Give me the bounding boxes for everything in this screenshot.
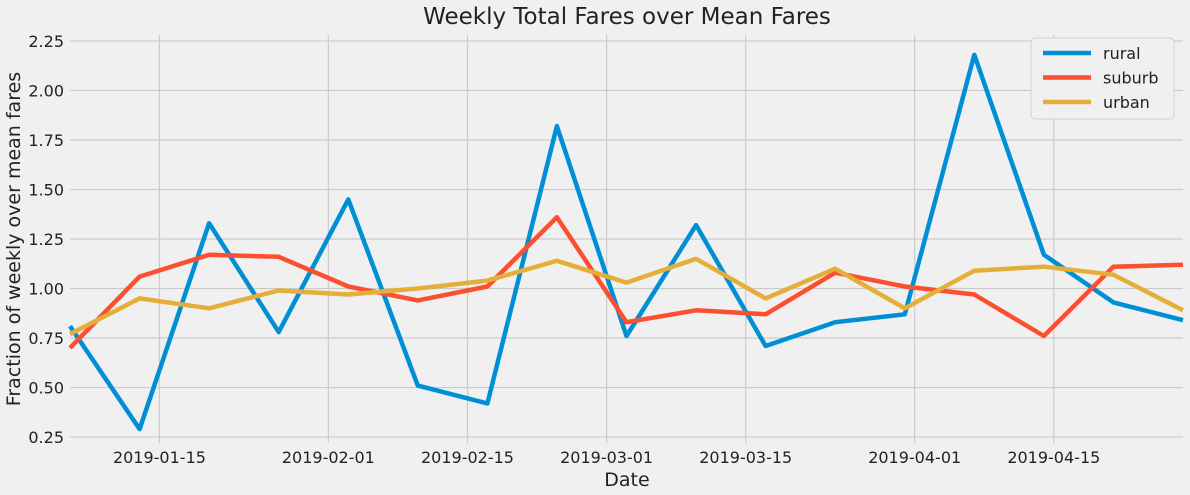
y-tick-label: 0.75 — [28, 329, 64, 348]
legend: rural suburb urban — [1030, 37, 1175, 120]
chart-title: Weekly Total Fares over Mean Fares — [423, 4, 831, 30]
x-tick-label: 2019-01-15 — [113, 448, 206, 467]
legend-box — [1030, 37, 1175, 120]
y-tick-label: 1.00 — [28, 280, 64, 299]
x-axis-label: Date — [604, 469, 649, 491]
y-tick-label: 0.25 — [28, 428, 64, 447]
plot-area — [68, 52, 1185, 432]
y-tick-label: 1.50 — [28, 180, 64, 199]
x-tick-label: 2019-03-01 — [560, 448, 653, 467]
y-axis: 0.25 0.50 0.75 1.00 1.25 1.50 1.75 2.00 2.25 — [28, 32, 64, 447]
legend-label-urban: urban — [1103, 93, 1150, 112]
x-tick-label: 2019-02-01 — [282, 448, 375, 467]
series-line-suburb — [68, 214, 1184, 350]
y-tick-label: 1.75 — [28, 131, 64, 150]
x-tick-label: 2019-02-15 — [421, 448, 514, 467]
legend-label-suburb: suburb — [1103, 69, 1159, 88]
x-tick-label: 2019-04-01 — [868, 448, 961, 467]
grid — [70, 35, 1183, 443]
x-axis: 2019-01-15 2019-02-01 2019-02-15 2019-03-01… — [113, 448, 1100, 467]
x-tick-label: 2019-04-15 — [1007, 448, 1100, 467]
y-tick-label: 2.00 — [28, 81, 64, 100]
y-tick-label: 2.25 — [28, 32, 64, 51]
series-line-rural — [68, 52, 1184, 432]
x-tick-label: 2019-03-15 — [699, 448, 792, 467]
y-tick-label: 0.50 — [28, 379, 64, 398]
series-line-urban — [68, 256, 1185, 337]
y-axis-label: Fraction of weekly over mean fares — [3, 72, 25, 406]
legend-label-rural: rural — [1103, 44, 1141, 63]
y-tick-label: 1.25 — [28, 230, 64, 249]
